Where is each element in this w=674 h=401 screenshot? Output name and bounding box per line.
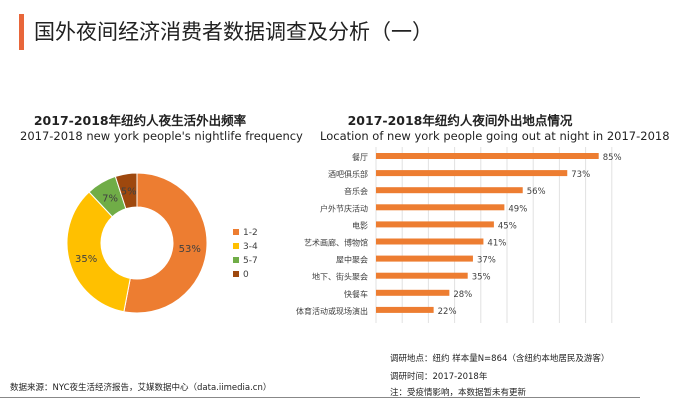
bar-2	[376, 187, 523, 194]
footer-divider	[0, 397, 640, 398]
bar-value-label: 41%	[487, 239, 506, 249]
bar-value-label: 85%	[603, 153, 622, 163]
category-label: 地下、街头聚会	[312, 272, 368, 282]
bar-1	[376, 170, 568, 177]
legend-label: 5-7	[243, 256, 258, 266]
legend-swatch	[233, 271, 239, 277]
category-label: 快餐车	[344, 289, 368, 299]
bar-6	[376, 255, 473, 262]
pie-chart-title: 2017-2018年纽约人夜生活外出频率	[33, 113, 247, 128]
bar-8	[376, 289, 450, 296]
donut-chart: 53% 1-2 35% 3-4 7% 5-7 5% 0	[66, 172, 258, 314]
bar-9	[376, 306, 434, 313]
source-note: 数据来源：NYC夜生活经济报告，艾媒数据中心（data.iimedia.cn）	[10, 383, 272, 393]
bar-value-label: 22%	[438, 307, 457, 317]
bar-7	[376, 272, 468, 279]
slice-label: 35%	[75, 254, 97, 265]
category-label: 户外节庆活动	[320, 203, 368, 213]
bar-5	[376, 238, 484, 245]
donut-slice-1-2	[123, 172, 208, 314]
legend-label: 1-2	[243, 228, 258, 238]
bar-chart-title: 2017-2018年纽约人夜间外出地点情况	[347, 113, 573, 128]
title-accent-bar	[19, 14, 24, 50]
page-title: 国外夜间经济消费者数据调查及分析（一）	[34, 20, 433, 44]
donut-slice-0	[114, 172, 138, 210]
bar-value-label: 35%	[472, 273, 491, 283]
category-label: 餐厅	[352, 153, 368, 162]
bar-value-label: 28%	[453, 290, 472, 300]
bar-chart: 餐厅 85% 酒吧俱乐部 73% 音乐会 56% 户外节庆活动 49% 电影 45% 艺术画廊、博物…	[296, 147, 622, 323]
category-label: 屋中聚会	[336, 255, 368, 265]
update-note: 注：受疫情影响，本数据暂未有更新	[390, 388, 527, 398]
bar-value-label: 45%	[498, 221, 517, 231]
slice-label: 5%	[121, 187, 137, 198]
category-label: 体育活动或现场演出	[296, 306, 368, 316]
bar-value-label: 56%	[527, 187, 546, 197]
bar-4	[376, 221, 494, 228]
bar-value-label: 37%	[477, 256, 496, 266]
survey-time: 调研时间：2017-2018年	[390, 372, 488, 382]
bar-3	[376, 204, 505, 211]
donut-slice-3-4	[66, 191, 131, 313]
category-label: 酒吧俱乐部	[328, 169, 368, 179]
survey-location: 调研地点：纽约 样本量N=864（含纽约本地居民及游客）	[390, 354, 610, 364]
slice-label: 53%	[179, 244, 201, 255]
bar-0	[376, 153, 599, 159]
bar-chart-subtitle: Location of new york people going out at…	[320, 129, 670, 143]
legend-label: 3-4	[243, 242, 258, 252]
slice-label: 7%	[102, 193, 118, 204]
legend-swatch	[233, 243, 239, 249]
category-label: 电影	[352, 220, 368, 230]
category-label: 音乐会	[344, 186, 368, 196]
bar-value-label: 73%	[571, 170, 590, 180]
legend-swatch	[233, 257, 239, 263]
legend-label: 0	[243, 270, 249, 280]
category-label: 艺术画廊、博物馆	[304, 238, 368, 248]
bar-value-label: 49%	[508, 204, 527, 214]
pie-chart-subtitle: 2017-2018 new york people's nightlife fr…	[20, 129, 303, 143]
legend-swatch	[233, 229, 239, 235]
